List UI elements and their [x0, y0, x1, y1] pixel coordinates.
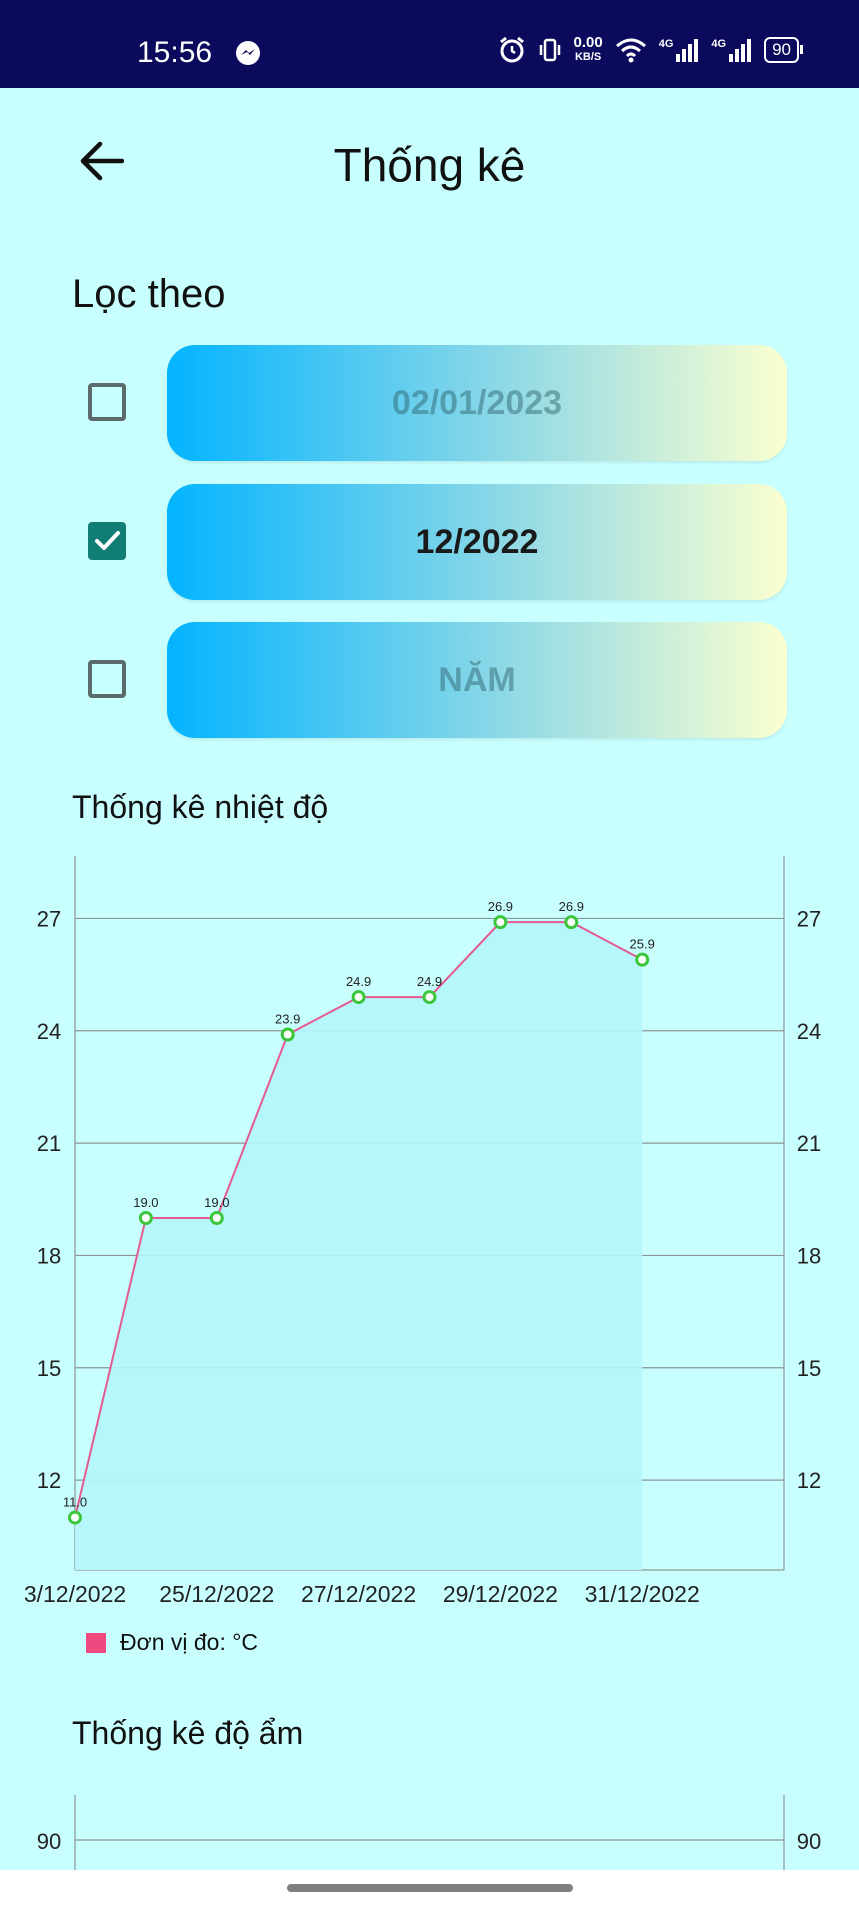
- y-tick-label-left: 24: [37, 1019, 61, 1044]
- battery-icon: 90: [764, 37, 803, 63]
- legend-label: Đơn vị đo: °C: [120, 1629, 259, 1655]
- x-tick-label: 29/12/2022: [443, 1581, 558, 1607]
- x-tick-label: 25/12/2022: [159, 1581, 274, 1607]
- signal-icon-2: 4G: [711, 38, 752, 62]
- back-arrow-icon[interactable]: [78, 140, 124, 182]
- humidity-section-title: Thống kê độ ẩm: [72, 1715, 304, 1751]
- data-label: 19.0: [204, 1195, 229, 1210]
- month-picker-button[interactable]: 12/2022: [167, 484, 787, 600]
- data-point: [493, 915, 508, 930]
- y-tick-label-left: 12: [37, 1468, 61, 1493]
- y-tick-label-right: 15: [797, 1356, 821, 1381]
- data-label: 26.9: [559, 899, 584, 914]
- y-tick-label-left: 18: [37, 1243, 61, 1268]
- data-point: [635, 952, 650, 967]
- humidity-chart: 90 90: [37, 1795, 821, 1870]
- temperature-legend: Đơn vị đo: °C: [86, 1629, 258, 1656]
- date-picker-button[interactable]: 02/01/2023: [167, 345, 787, 461]
- temperature-chart: 12 12 15 15 18 18 21 21 24 24 27 27 11.0 19.0 19.0 23.9…: [24, 856, 821, 1607]
- y-tick-label-right: 18: [797, 1243, 821, 1268]
- alarm-icon: [499, 36, 524, 63]
- data-point: [138, 1211, 153, 1225]
- x-tick-label: 3/12/2022: [24, 1581, 126, 1607]
- data-label: 26.9: [488, 899, 513, 914]
- y-tick-label-left: 27: [37, 906, 61, 931]
- data-point: [564, 915, 579, 930]
- data-label: 19.0: [133, 1195, 158, 1210]
- messenger-icon: [236, 41, 260, 65]
- signal-label-2: 4G: [711, 38, 727, 50]
- net-speed-value: 0.00: [573, 34, 603, 51]
- x-tick-label: 27/12/2022: [301, 1581, 416, 1607]
- y-tick-label-right: 24: [797, 1019, 821, 1044]
- date-checkbox[interactable]: [88, 383, 126, 421]
- net-speed: 0.00 KB/S: [573, 34, 603, 64]
- data-label: 25.9: [630, 937, 655, 952]
- data-point: [209, 1211, 224, 1225]
- y-tick-label-left: 21: [37, 1131, 61, 1156]
- status-time: 15:56: [137, 36, 213, 69]
- year-checkbox[interactable]: [88, 660, 126, 698]
- filter-label: Lọc theo: [72, 272, 226, 316]
- month-checkbox[interactable]: [88, 522, 126, 560]
- legend-swatch: [86, 1632, 106, 1653]
- humidity-y-label-left: 90: [37, 1829, 61, 1854]
- vibrate-icon: [539, 38, 560, 62]
- data-point: [68, 1510, 82, 1525]
- status-icons: 0.00 KB/S 4G 4G 90: [498, 34, 803, 64]
- data-label: 11.0: [63, 1495, 87, 1510]
- y-tick-label-right: 27: [797, 906, 821, 931]
- year-picker-button[interactable]: NĂM: [167, 622, 787, 738]
- navigation-bar: [0, 1870, 859, 1908]
- data-label: 23.9: [275, 1012, 300, 1027]
- temperature-section-title: Thống kê nhiệt độ: [72, 789, 329, 825]
- data-label: 24.9: [417, 974, 442, 989]
- status-bar: 15:56 0.00 KB/S 4G 4G: [0, 0, 859, 88]
- y-tick-label-right: 12: [797, 1468, 821, 1493]
- data-label: 24.9: [346, 974, 371, 989]
- data-point: [351, 990, 366, 1005]
- y-tick-label-right: 21: [797, 1131, 821, 1156]
- signal-label-1: 4G: [658, 38, 674, 50]
- humidity-y-label-right: 90: [797, 1829, 821, 1854]
- filter-row-date: 02/01/2023: [0, 345, 859, 461]
- filter-row-year: NĂM: [0, 622, 859, 738]
- data-point: [422, 990, 437, 1005]
- filter-row-month: 12/2022: [0, 484, 859, 600]
- check-icon: [95, 531, 120, 550]
- y-tick-label-left: 15: [37, 1356, 61, 1381]
- net-speed-unit: KB/S: [574, 51, 602, 63]
- gesture-handle[interactable]: [287, 1884, 573, 1892]
- series-area: [75, 922, 643, 1570]
- wifi-icon: [615, 38, 646, 63]
- page-title: Thống kê: [333, 139, 526, 191]
- signal-icon-1: 4G: [659, 38, 700, 62]
- x-tick-label: 31/12/2022: [585, 1581, 700, 1607]
- data-point: [280, 1027, 295, 1042]
